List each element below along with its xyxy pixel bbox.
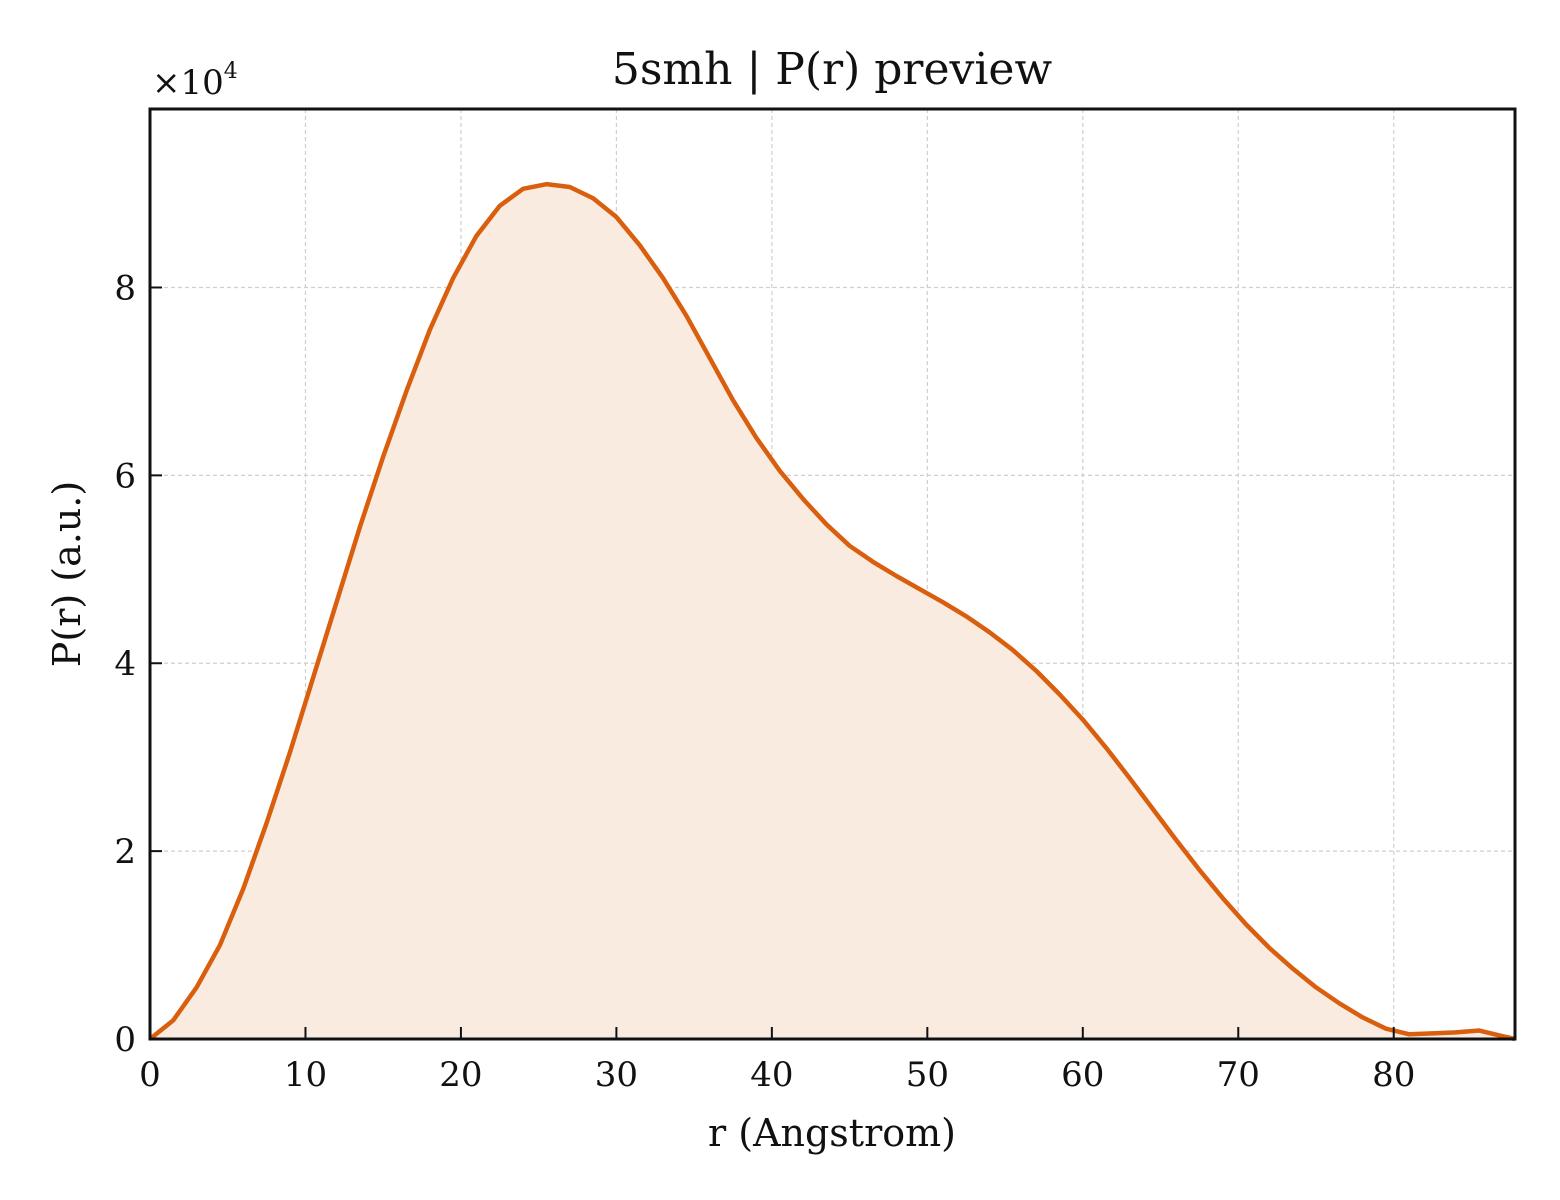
y-axis-label: P(r) (a.u.) [45,481,89,667]
x-tick-label: 0 [139,1055,161,1095]
y-offset-exponent: 4 [224,59,238,84]
tick-labels: 0 10 20 30 40 50 60 70 80 0 2 4 6 8 [114,268,1415,1095]
x-axis-label: r (Angstrom) [708,1111,956,1155]
x-tick-label: 80 [1372,1055,1415,1095]
y-tick-label: 4 [114,644,136,684]
y-offset-label: ×104 [152,59,238,103]
pr-area-fill [150,184,1515,1039]
y-offset-base: ×10 [152,63,224,103]
x-tick-label: 60 [1061,1055,1104,1095]
y-tick-label: 0 [114,1020,136,1060]
y-tick-label: 6 [114,456,136,496]
x-tick-label: 70 [1217,1055,1260,1095]
x-tick-label: 30 [595,1055,638,1095]
plot-frame [148,107,1517,1041]
pr-series-line [148,181,1516,1042]
x-tick-label: 10 [284,1055,327,1095]
x-tick-label: 20 [439,1055,482,1095]
y-tick-label: 8 [114,268,136,308]
x-tick-label: 40 [750,1055,793,1095]
chart-title: 5smh | P(r) preview [612,44,1053,95]
x-tick-label: 50 [906,1055,949,1095]
y-tick-label: 2 [114,832,136,872]
